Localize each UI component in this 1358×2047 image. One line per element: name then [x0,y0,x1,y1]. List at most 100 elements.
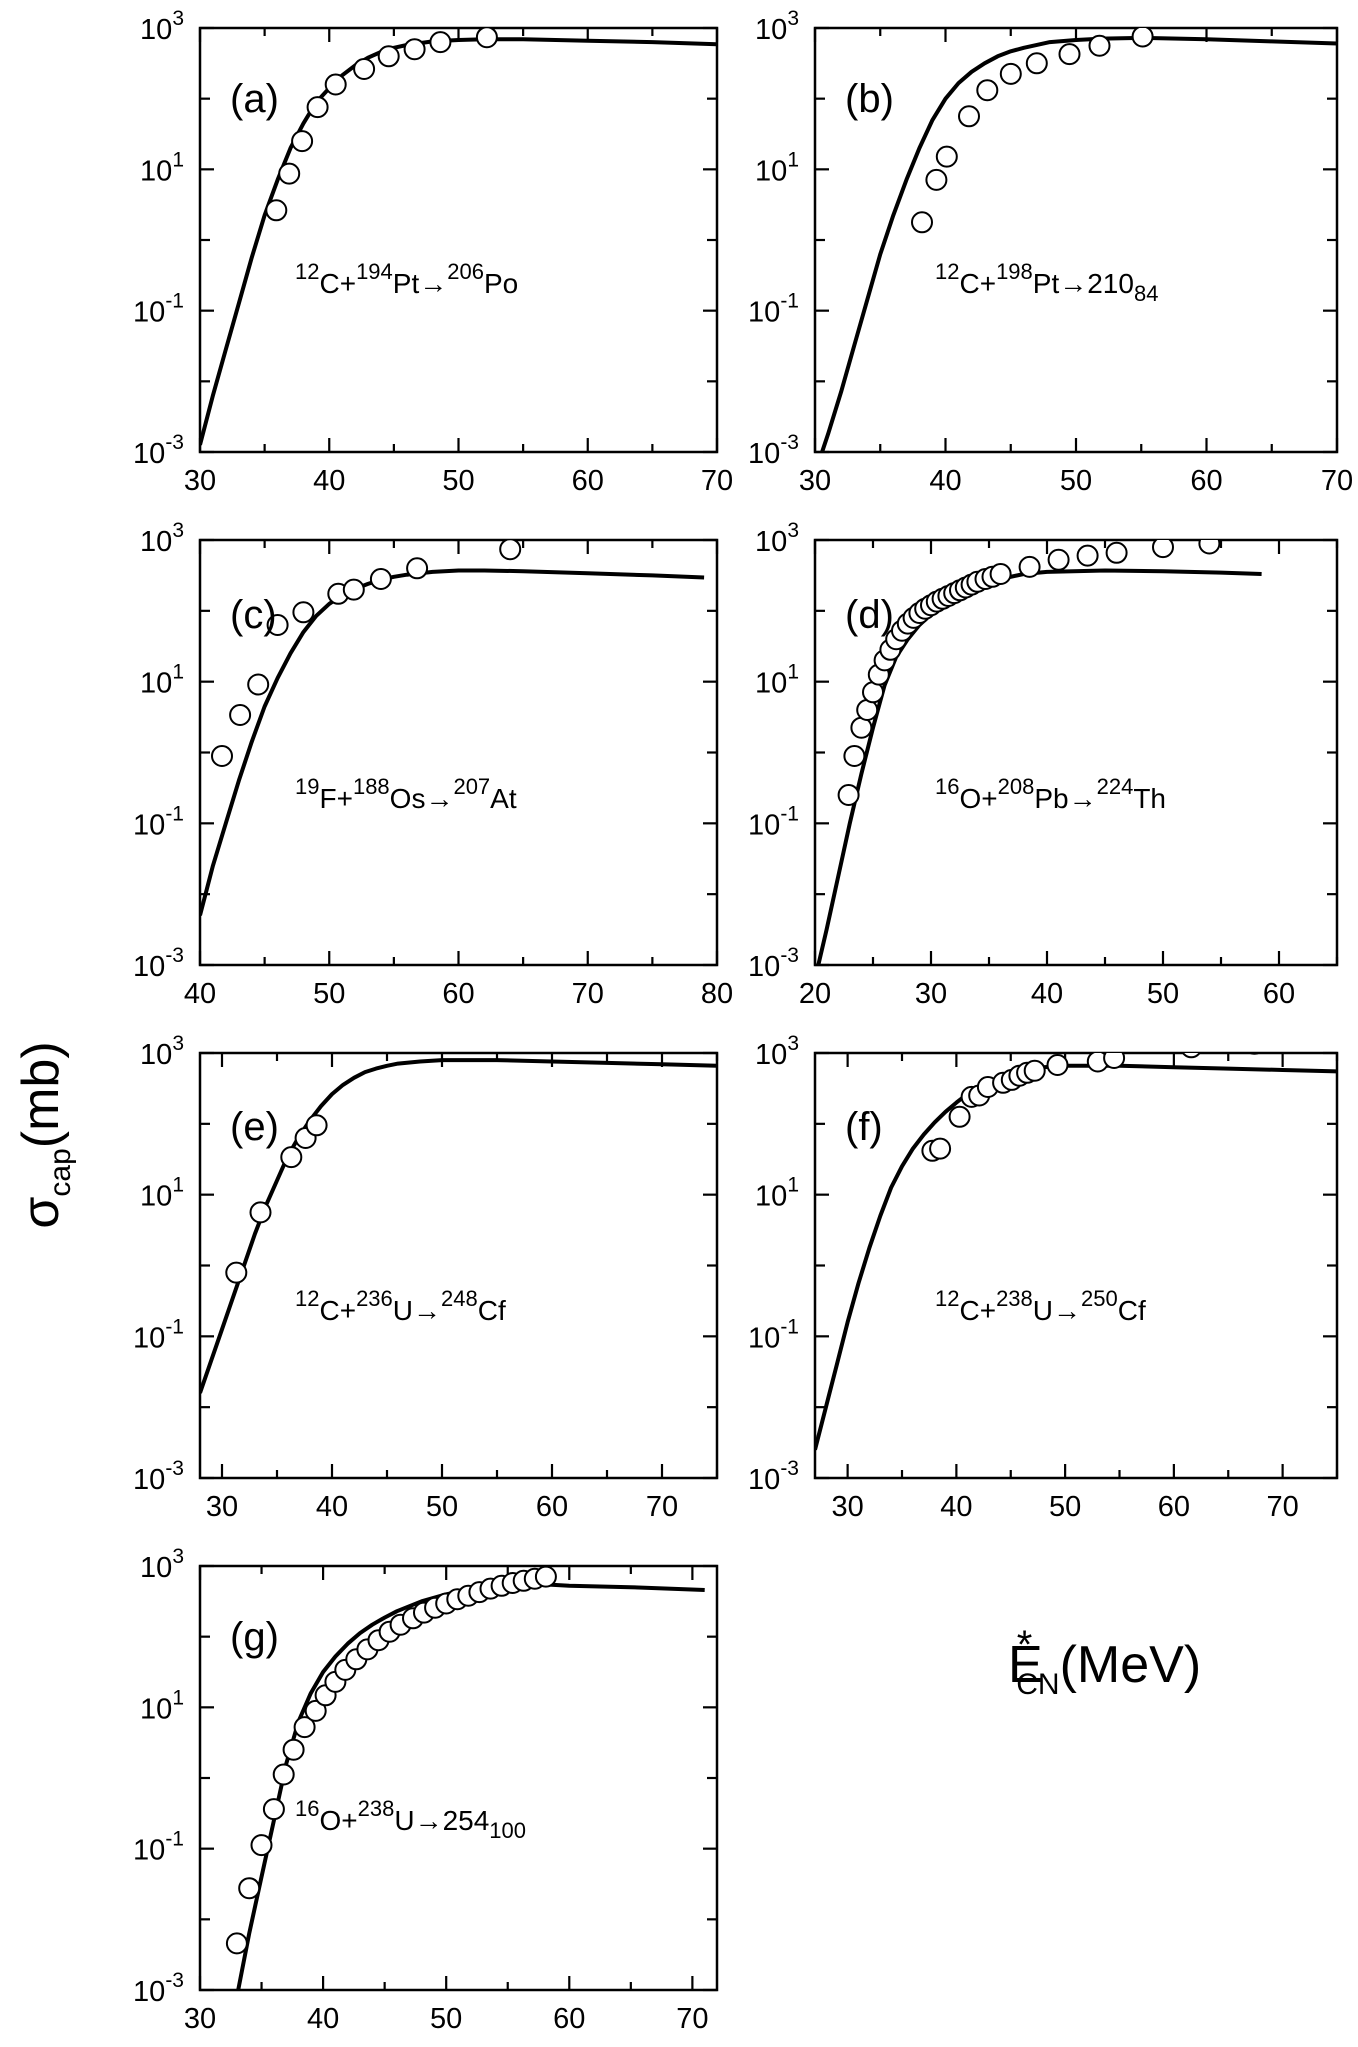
y-tick-base: 10 [133,809,165,841]
y-tick-base: 10 [133,1976,165,2008]
data-point [225,1261,248,1284]
data-point [935,145,958,168]
plot-area [225,1566,705,1990]
y-tick-label: 101 [755,148,799,187]
reaction-part: U→ [393,1295,441,1326]
svg-text:E*CN(MeV): E* CN(MeV) [1008,1623,1201,1701]
y-tick-label: 10-3 [133,944,184,983]
plot-area [816,540,1262,965]
y-tick-base: 10 [140,1552,172,1584]
data-point [1076,544,1099,567]
theory-curve [815,1063,1337,1451]
reaction-part: 224 [1097,774,1134,799]
y-axis-title-unit: (mb) [12,1041,70,1148]
x-tick-label: 30 [831,1491,863,1523]
reaction-label: 12C+236U→248Cf [295,1286,506,1326]
y-tick-base: 10 [140,155,172,187]
reaction-part: 238 [358,1796,395,1821]
data-point [272,1763,295,1786]
reaction-part: 100 [489,1818,526,1843]
y-tick-label: 103 [755,1032,799,1071]
y-tick-exp: 1 [172,1686,184,1709]
data-point [291,130,314,153]
data-point [911,211,933,234]
data-point [262,1798,285,1821]
y-tick-base: 10 [755,14,787,46]
y-tick-exp: -3 [165,1457,184,1480]
y-tick-base: 10 [748,809,780,841]
data-point [247,673,270,696]
data-point [306,96,329,119]
x-tick-label: 70 [1266,1491,1298,1523]
y-tick-base: 10 [748,1464,780,1496]
y-tick-label: 103 [140,7,184,46]
reaction-part: 236 [356,1286,393,1311]
reaction-part: U→254 [394,1805,489,1836]
reaction-label: 12C+198Pt→21084 [935,259,1158,306]
data-point [265,199,288,222]
x-tick-label: 70 [572,978,604,1010]
x-tick-label: 40 [184,978,216,1010]
data-point [292,601,315,624]
y-tick-label: 101 [140,1686,184,1725]
y-tick-base: 10 [133,951,165,983]
y-tick-base: 10 [140,14,172,46]
plot-frame [813,1051,1339,1480]
y-tick-label: 10-1 [133,802,184,841]
y-tick-exp: 3 [787,1032,799,1055]
data-point [948,1105,971,1128]
reaction-part: Po [484,268,518,299]
reaction-part: C+ [959,268,996,299]
y-tick-exp: -1 [165,802,184,825]
data-point [211,745,233,767]
plot-area [815,1053,1337,1451]
reaction-label: 16O+208Pb→224Th [935,774,1166,814]
data-point [1152,540,1174,559]
x-axis-title-main: E [1008,1636,1043,1694]
data-point [429,31,452,54]
reaction-part: 12 [295,259,319,284]
data-point [353,58,376,80]
y-tick-label: 101 [755,1174,799,1213]
y-tick-base: 10 [133,297,165,329]
data-point [1198,540,1221,555]
y-tick-exp: 1 [172,148,184,171]
x-tick-label: 50 [426,1491,458,1523]
x-tick-label: 30 [915,978,947,1010]
y-tick-exp: 3 [787,519,799,542]
plot-area [200,1058,717,1394]
data-point [324,73,347,96]
y-tick-label: 10-1 [748,802,799,841]
y-tick-label: 10-3 [748,1457,799,1496]
x-tick-label: 60 [536,1491,568,1523]
y-tick-exp: 3 [172,7,184,30]
x-tick-label: 80 [701,978,733,1010]
reaction-label: 12C+238U→250Cf [935,1286,1146,1326]
data-point [989,563,1012,585]
data-point [278,162,301,185]
data-point [1103,1053,1126,1069]
y-tick-exp: -3 [165,944,184,967]
data-point [475,28,498,49]
reaction-part: 16 [935,774,959,799]
y-tick-base: 10 [140,1693,172,1725]
y-tick-base: 10 [133,1835,165,1867]
y-tick-base: 10 [748,951,780,983]
x-tick-label: 50 [430,2003,462,2035]
data-point [1181,1053,1201,1059]
data-point [342,578,365,601]
reaction-part: 238 [996,1286,1033,1311]
x-tick-label: 50 [442,465,474,497]
reaction-part: Os→ [390,783,454,814]
y-tick-label: 10-1 [748,290,799,329]
data-point [1023,1059,1046,1082]
plot-area [200,540,705,916]
y-tick-exp: -1 [780,802,799,825]
data-point [499,540,522,561]
y-tick-exp: -3 [780,431,799,454]
data-point [958,105,980,128]
theory-curve [819,35,1337,452]
